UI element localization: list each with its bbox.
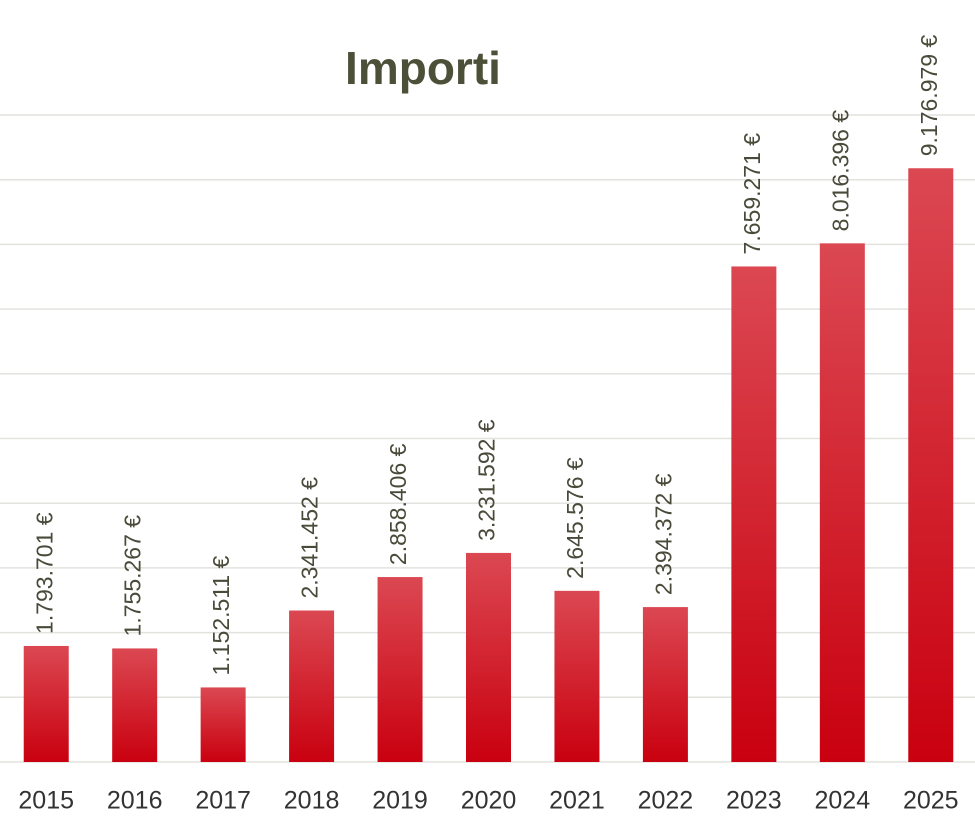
bar bbox=[642, 607, 688, 762]
bar bbox=[554, 590, 600, 762]
bar bbox=[908, 168, 954, 763]
bar bbox=[112, 648, 158, 762]
x-tick-label: 2018 bbox=[284, 787, 340, 815]
x-tick-label: 2021 bbox=[549, 787, 605, 815]
bar bbox=[377, 577, 423, 762]
data-label: 2.394.372 € bbox=[650, 473, 676, 595]
bar bbox=[819, 243, 865, 762]
bar bbox=[731, 266, 777, 762]
x-tick-label: 2024 bbox=[815, 787, 871, 815]
data-label: 1.793.701 € bbox=[31, 512, 57, 634]
x-tick-label: 2015 bbox=[18, 787, 74, 815]
bar bbox=[200, 687, 246, 762]
data-label: 2.858.406 € bbox=[385, 443, 411, 565]
data-label: 8.016.396 € bbox=[827, 110, 853, 232]
x-tick-label: 2020 bbox=[461, 787, 517, 815]
data-label: 7.659.271 € bbox=[739, 133, 765, 255]
chart-title: Importi bbox=[345, 42, 501, 94]
bar bbox=[289, 610, 335, 762]
x-tick-label: 2023 bbox=[726, 787, 782, 815]
x-tick-label: 2019 bbox=[372, 787, 428, 815]
x-tick-label: 2022 bbox=[638, 787, 694, 815]
x-tick-label: 2017 bbox=[195, 787, 251, 815]
x-tick-label: 2025 bbox=[903, 787, 959, 815]
data-label: 9.176.979 € bbox=[916, 35, 942, 157]
data-label: 2.341.452 € bbox=[297, 477, 323, 599]
data-label: 3.231.592 € bbox=[474, 419, 500, 541]
bar bbox=[23, 645, 69, 762]
x-tick-label: 2016 bbox=[107, 787, 163, 815]
data-label: 1.755.267 € bbox=[120, 515, 146, 637]
bar bbox=[466, 552, 511, 762]
data-label: 2.645.576 € bbox=[562, 457, 588, 579]
data-label: 1.152.511 € bbox=[208, 555, 234, 675]
